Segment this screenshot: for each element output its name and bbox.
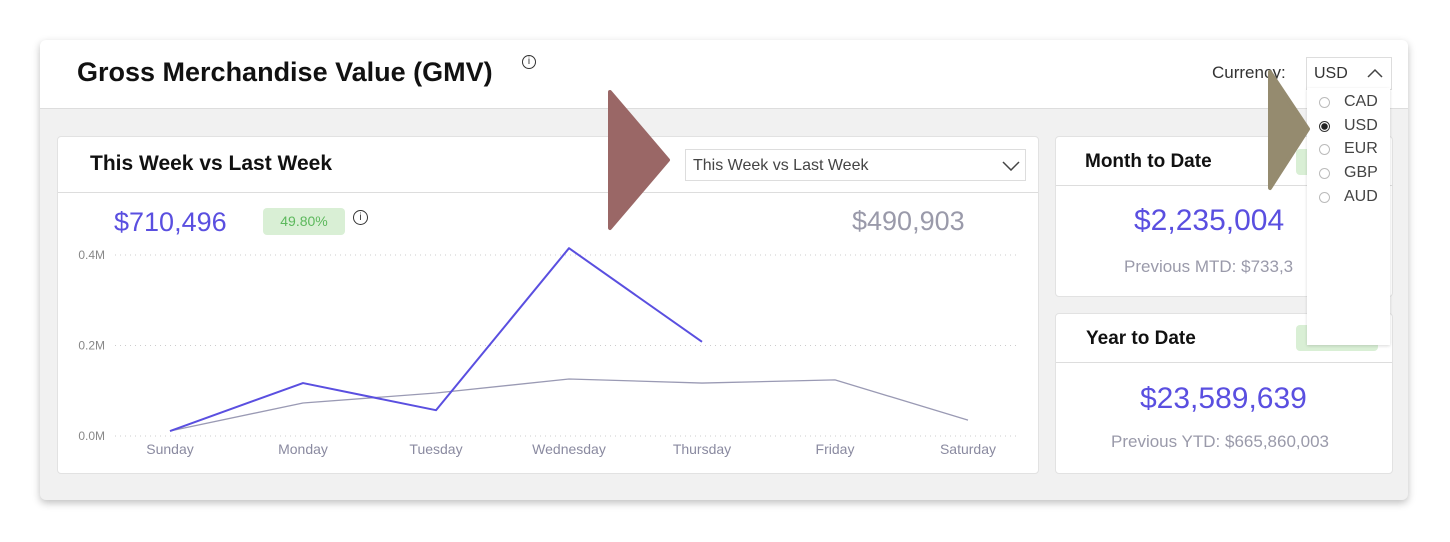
mtd-value: $2,235,004 bbox=[1134, 204, 1285, 237]
series-line bbox=[169, 247, 703, 432]
currency-option[interactable]: CAD bbox=[1307, 93, 1390, 115]
x-tick-label: Saturday bbox=[940, 441, 996, 457]
period-select[interactable]: This Week vs Last Week bbox=[685, 149, 1026, 181]
x-tick-label: Monday bbox=[278, 441, 328, 457]
radio[interactable] bbox=[1319, 144, 1330, 156]
panel-divider bbox=[58, 192, 1038, 193]
currency-option[interactable]: AUD bbox=[1307, 188, 1390, 210]
currency-label: Currency: bbox=[1212, 63, 1286, 82]
period-selected: This Week vs Last Week bbox=[693, 157, 869, 174]
option-label: GBP bbox=[1344, 164, 1378, 182]
currency-option[interactable]: USD bbox=[1307, 117, 1390, 139]
series-line bbox=[169, 378, 969, 432]
this-week-total: $710,496 bbox=[114, 207, 227, 237]
radio[interactable] bbox=[1319, 168, 1330, 180]
panel-title: This Week vs Last Week bbox=[90, 152, 333, 175]
card-divider bbox=[1056, 185, 1392, 186]
option-label: EUR bbox=[1344, 140, 1378, 158]
last-week-total: $490,903 bbox=[852, 206, 965, 236]
y-tick-label: 0.4M bbox=[78, 248, 105, 262]
ytd-previous: Previous YTD: $665,860,003 bbox=[1111, 432, 1329, 451]
radio[interactable] bbox=[1319, 120, 1330, 132]
change-value: 49.80% bbox=[280, 213, 328, 229]
week-panel bbox=[57, 136, 1039, 474]
x-tick-label: Sunday bbox=[146, 441, 193, 457]
card-divider bbox=[1056, 362, 1392, 363]
x-tick-label: Friday bbox=[816, 441, 855, 457]
caret bbox=[1002, 161, 1020, 171]
x-tick-label: Thursday bbox=[673, 441, 731, 457]
currency-selected: USD bbox=[1314, 65, 1348, 82]
radio[interactable] bbox=[1319, 97, 1330, 108]
currency-option[interactable]: EUR bbox=[1307, 140, 1390, 162]
x-tick-label: Wednesday bbox=[532, 441, 606, 457]
option-label: CAD bbox=[1344, 93, 1378, 110]
x-tick-label: Tuesday bbox=[409, 441, 462, 457]
mtd-previous: Previous MTD: $733,3 bbox=[1124, 257, 1294, 276]
ytd-value: $23,589,639 bbox=[1140, 382, 1307, 415]
change-badge: 49.80% bbox=[263, 208, 345, 235]
y-tick-label: 0.0M bbox=[78, 429, 105, 443]
radio[interactable] bbox=[1319, 191, 1330, 203]
page-title: Gross Merchandise Value (GMV) bbox=[77, 57, 493, 87]
option-label: AUD bbox=[1344, 187, 1378, 205]
caret bbox=[1367, 68, 1383, 78]
card-header bbox=[40, 40, 1408, 109]
ytd-title: Year to Date bbox=[1086, 328, 1196, 349]
option-label: USD bbox=[1344, 116, 1378, 134]
mtd-title: Month to Date bbox=[1085, 151, 1212, 172]
info-icon[interactable]: i bbox=[522, 55, 536, 69]
y-tick-label: 0.2M bbox=[78, 338, 105, 352]
currency-options: CAD USD EUR GBP AUD bbox=[1307, 88, 1390, 345]
currency-option[interactable]: GBP bbox=[1307, 164, 1390, 186]
info-icon[interactable]: i bbox=[353, 210, 368, 225]
